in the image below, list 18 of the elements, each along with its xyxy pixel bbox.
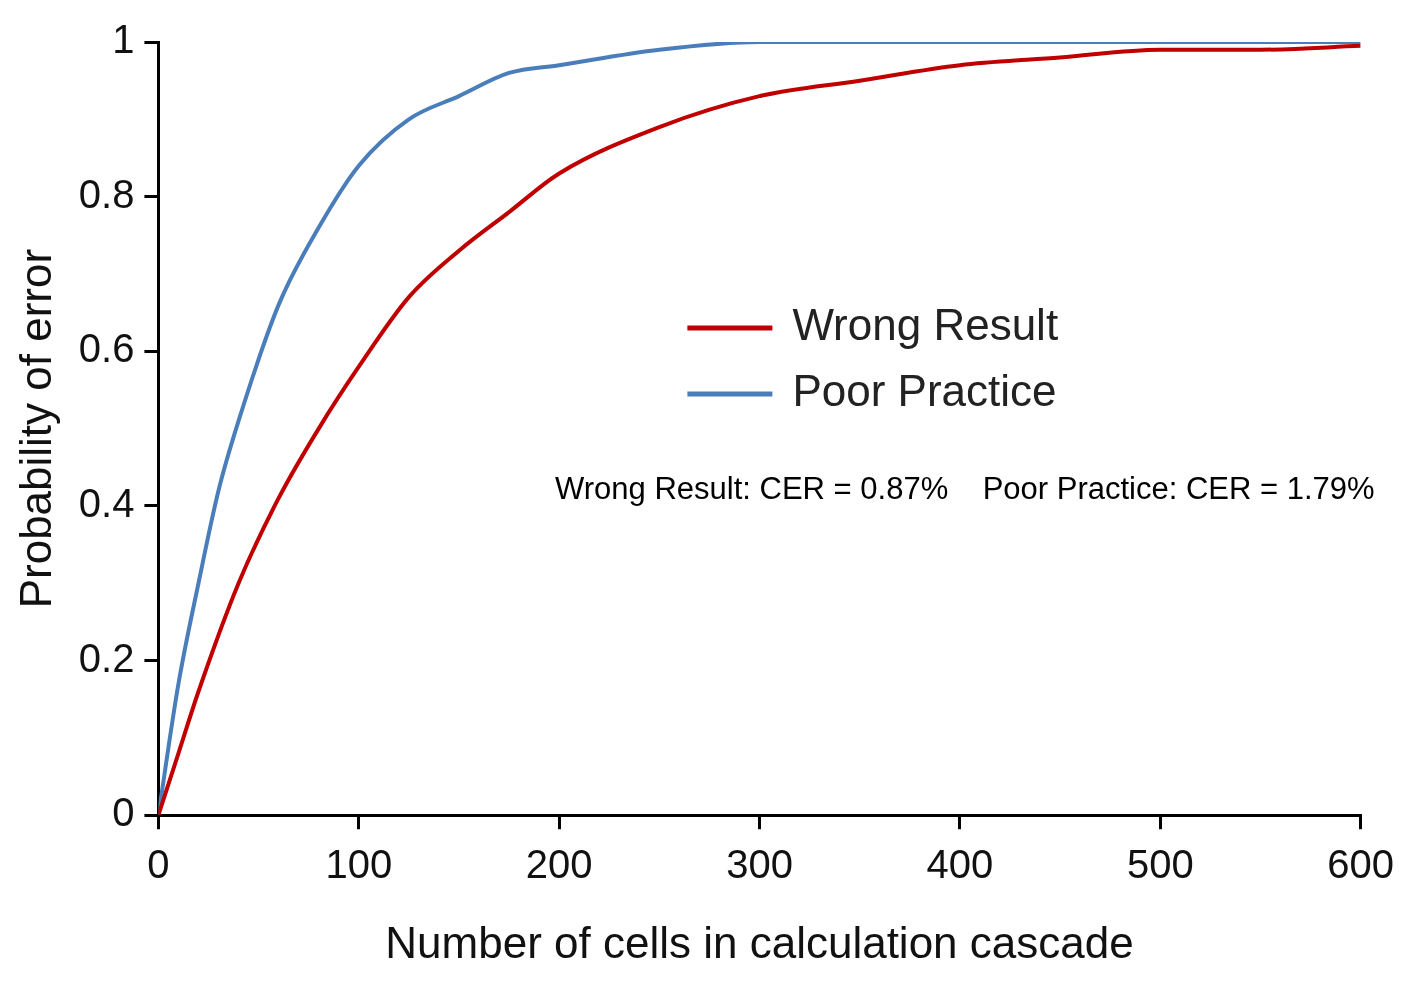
- x-tick-label: 0: [147, 842, 170, 887]
- x-tick-label: 400: [926, 842, 994, 887]
- x-axis-title: Number of cells in calculation cascade: [385, 917, 1134, 967]
- y-tick-label: 1: [112, 17, 135, 62]
- legend-label: Poor Practice: [792, 366, 1057, 416]
- annotation: Wrong Result: CER = 0.87% Poor Practice: CER = 1.79%: [555, 471, 1375, 506]
- x-tick-label: 300: [726, 842, 793, 887]
- x-tick-label: 200: [525, 842, 593, 887]
- y-tick-label: 0: [112, 790, 135, 835]
- y-tick-label: 0.6: [78, 326, 135, 371]
- x-tick-label: 500: [1126, 842, 1194, 887]
- x-tick-label: 600: [1327, 842, 1395, 887]
- y-tick-label: 0.2: [78, 635, 135, 680]
- x-tick-label: 100: [325, 842, 393, 887]
- y-tick-label: 0.4: [78, 480, 135, 525]
- legend-label: Wrong Result: [792, 300, 1059, 350]
- y-axis-title: Probability of error: [10, 248, 60, 609]
- y-tick-label: 0.8: [78, 171, 135, 216]
